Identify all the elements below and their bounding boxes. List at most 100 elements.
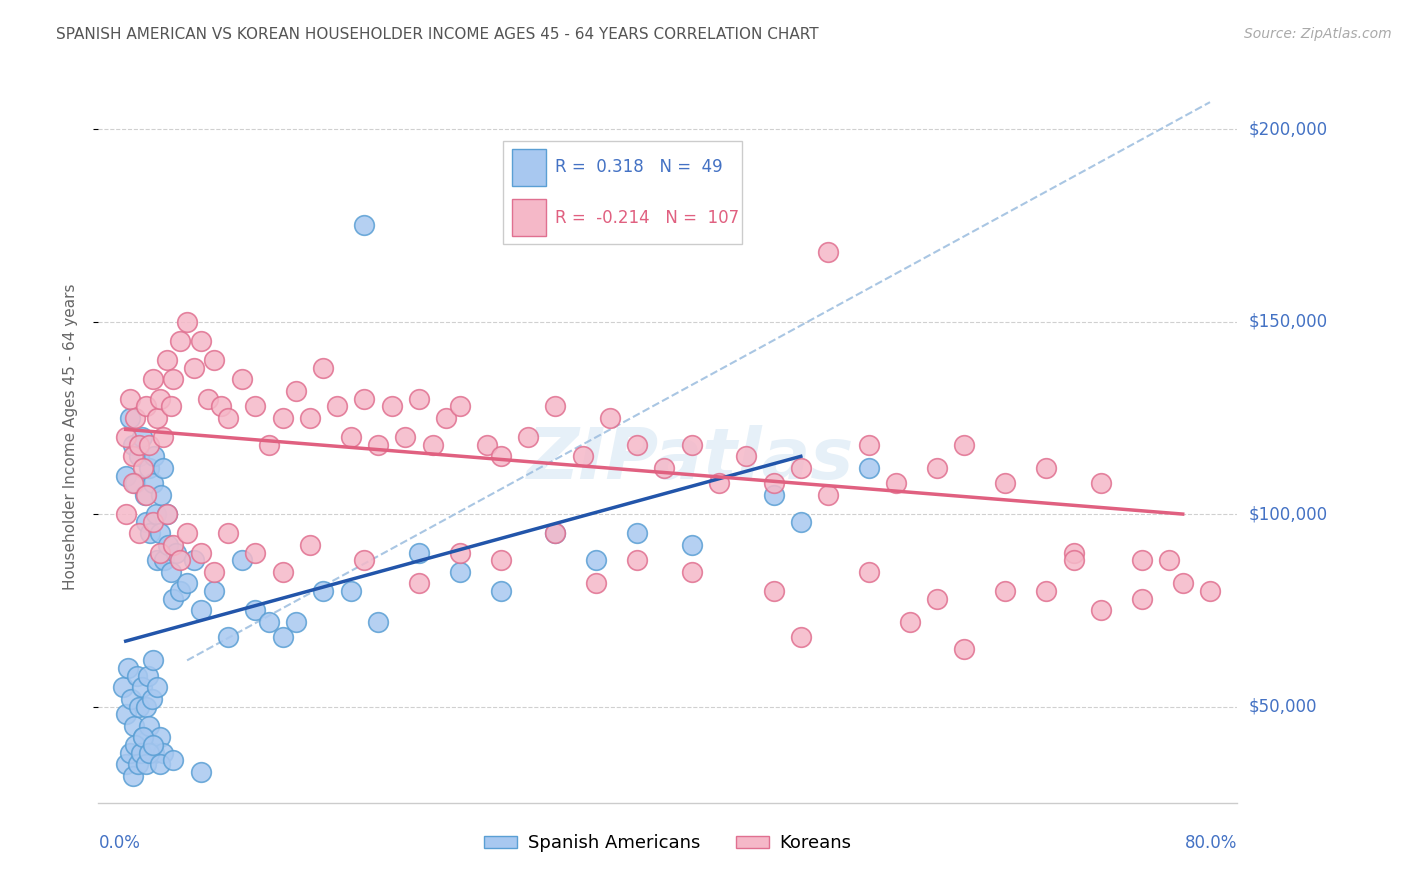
Point bbox=[953, 438, 976, 452]
Point bbox=[927, 591, 949, 606]
Point bbox=[149, 526, 172, 541]
Point bbox=[599, 410, 621, 425]
Point bbox=[707, 476, 730, 491]
Point bbox=[449, 399, 471, 413]
Point bbox=[257, 615, 280, 629]
Point bbox=[735, 450, 758, 464]
Point bbox=[585, 553, 607, 567]
Text: ZIPatlas: ZIPatlas bbox=[527, 425, 855, 493]
Point bbox=[994, 476, 1017, 491]
Point bbox=[858, 565, 880, 579]
Point bbox=[128, 438, 150, 452]
Point bbox=[121, 476, 143, 491]
Point bbox=[118, 746, 141, 760]
Point bbox=[159, 565, 181, 579]
Point bbox=[118, 392, 141, 406]
Point bbox=[138, 461, 160, 475]
Point bbox=[169, 553, 191, 567]
Point bbox=[152, 746, 174, 760]
Text: SPANISH AMERICAN VS KOREAN HOUSEHOLDER INCOME AGES 45 - 64 YEARS CORRELATION CHA: SPANISH AMERICAN VS KOREAN HOUSEHOLDER I… bbox=[56, 27, 818, 42]
Point bbox=[183, 360, 205, 375]
Point bbox=[1171, 576, 1194, 591]
Point bbox=[298, 538, 321, 552]
Point bbox=[145, 507, 167, 521]
Point bbox=[138, 438, 160, 452]
Point bbox=[858, 461, 880, 475]
Point bbox=[217, 410, 239, 425]
Point bbox=[143, 450, 166, 464]
Point bbox=[117, 661, 139, 675]
Point bbox=[156, 538, 179, 552]
Point bbox=[681, 538, 703, 552]
Point bbox=[245, 545, 267, 559]
Point bbox=[197, 392, 219, 406]
FancyBboxPatch shape bbox=[512, 149, 546, 186]
Point bbox=[681, 565, 703, 579]
Point bbox=[367, 615, 389, 629]
Point bbox=[762, 584, 785, 599]
Point bbox=[121, 769, 143, 783]
Point bbox=[762, 488, 785, 502]
Point bbox=[1035, 584, 1057, 599]
Point bbox=[681, 438, 703, 452]
Point bbox=[162, 591, 184, 606]
Point bbox=[143, 746, 166, 760]
Point bbox=[1130, 591, 1153, 606]
Point bbox=[339, 584, 361, 599]
Point bbox=[271, 630, 294, 644]
Point bbox=[135, 699, 157, 714]
Point bbox=[790, 461, 813, 475]
Point bbox=[165, 545, 187, 559]
Point bbox=[135, 757, 157, 772]
Point bbox=[353, 219, 375, 233]
Point bbox=[190, 545, 212, 559]
Point bbox=[162, 538, 184, 552]
Point bbox=[1090, 603, 1112, 617]
Point bbox=[121, 450, 143, 464]
Point bbox=[135, 399, 157, 413]
Point bbox=[1063, 545, 1085, 559]
Point bbox=[135, 488, 157, 502]
Point bbox=[146, 410, 169, 425]
Point bbox=[422, 438, 444, 452]
Point bbox=[153, 553, 176, 567]
Y-axis label: Householder Income Ages 45 - 64 years: Householder Income Ages 45 - 64 years bbox=[63, 284, 77, 591]
Point bbox=[124, 476, 146, 491]
Point bbox=[132, 461, 155, 475]
Point bbox=[152, 461, 174, 475]
Point bbox=[111, 681, 134, 695]
Point bbox=[489, 553, 512, 567]
Point bbox=[169, 334, 191, 348]
Point bbox=[1199, 584, 1222, 599]
Point bbox=[142, 653, 165, 667]
Point bbox=[141, 691, 163, 706]
Text: $50,000: $50,000 bbox=[1249, 698, 1317, 715]
Point bbox=[202, 584, 225, 599]
Point bbox=[134, 488, 156, 502]
Point bbox=[544, 526, 567, 541]
FancyBboxPatch shape bbox=[503, 141, 742, 244]
Point bbox=[353, 553, 375, 567]
Point bbox=[790, 515, 813, 529]
Point bbox=[124, 410, 146, 425]
Text: $100,000: $100,000 bbox=[1249, 505, 1327, 523]
Point bbox=[149, 545, 172, 559]
Point bbox=[544, 399, 567, 413]
Point bbox=[408, 545, 430, 559]
Point bbox=[517, 430, 540, 444]
Point bbox=[217, 526, 239, 541]
Text: Source: ZipAtlas.com: Source: ZipAtlas.com bbox=[1244, 27, 1392, 41]
Point bbox=[146, 681, 169, 695]
Point bbox=[1130, 553, 1153, 567]
Point bbox=[136, 669, 159, 683]
Point bbox=[245, 603, 267, 617]
Point bbox=[129, 746, 152, 760]
Point bbox=[434, 410, 457, 425]
Point bbox=[1157, 553, 1180, 567]
Point bbox=[927, 461, 949, 475]
Point bbox=[285, 384, 308, 398]
Point bbox=[475, 438, 498, 452]
Point bbox=[190, 603, 212, 617]
Point bbox=[131, 681, 153, 695]
Point bbox=[118, 410, 141, 425]
